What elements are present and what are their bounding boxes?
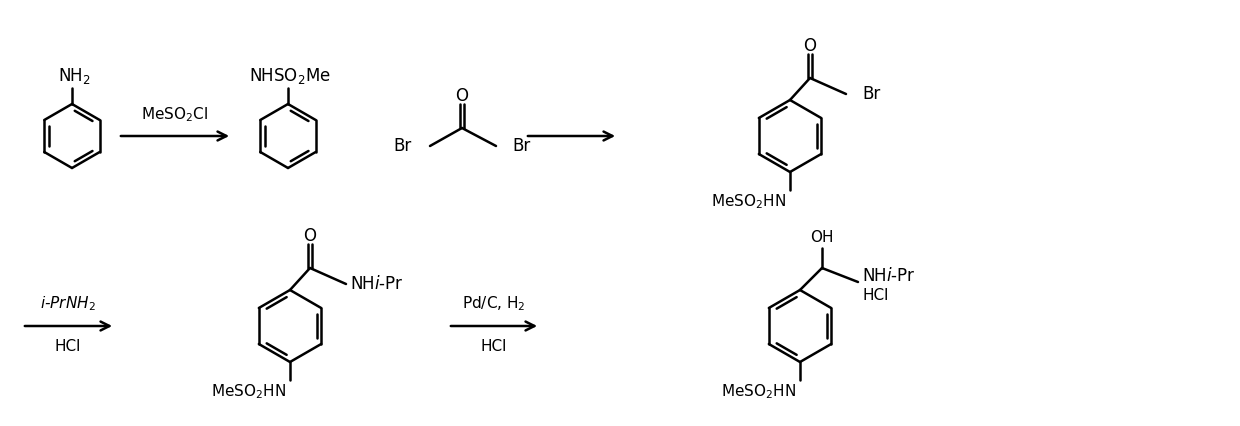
- Text: MeSO$_2$HN: MeSO$_2$HN: [720, 383, 796, 401]
- Text: HCl: HCl: [862, 288, 888, 303]
- Text: HCl: HCl: [481, 339, 507, 354]
- Text: O: O: [304, 227, 316, 245]
- Text: MeSO$_2$HN: MeSO$_2$HN: [211, 383, 286, 401]
- Text: Pd/C, H$_2$: Pd/C, H$_2$: [463, 294, 526, 313]
- Text: $i$-PrNH$_2$: $i$-PrNH$_2$: [40, 294, 95, 313]
- Text: O: O: [455, 87, 469, 105]
- Text: OH: OH: [810, 230, 833, 245]
- Text: O: O: [804, 37, 816, 55]
- Text: MeSO$_2$HN: MeSO$_2$HN: [711, 193, 786, 211]
- Text: MeSO$_2$Cl: MeSO$_2$Cl: [141, 105, 208, 124]
- Text: NHSO$_2$Me: NHSO$_2$Me: [249, 66, 331, 86]
- Text: NH$_2$: NH$_2$: [57, 66, 91, 86]
- Text: NH$i$-Pr: NH$i$-Pr: [862, 267, 916, 285]
- Text: Br: Br: [512, 137, 531, 155]
- Text: NH$i$-Pr: NH$i$-Pr: [350, 275, 404, 293]
- Text: Br: Br: [394, 137, 412, 155]
- Text: HCl: HCl: [55, 339, 81, 354]
- Text: Br: Br: [862, 85, 880, 103]
